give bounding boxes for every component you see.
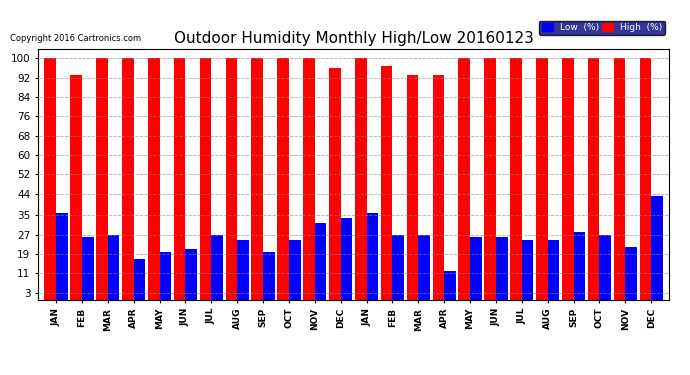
Bar	[496, 237, 508, 300]
Bar	[355, 58, 366, 300]
Bar	[393, 235, 404, 300]
Bar	[226, 58, 237, 300]
Bar	[82, 237, 94, 300]
Bar	[341, 218, 353, 300]
Bar	[444, 271, 456, 300]
Bar	[536, 58, 548, 300]
Bar	[96, 58, 108, 300]
Bar	[199, 58, 211, 300]
Bar	[174, 58, 186, 300]
Bar	[613, 58, 625, 300]
Bar	[263, 252, 275, 300]
Bar	[588, 58, 600, 300]
Bar	[562, 58, 573, 300]
Bar	[186, 249, 197, 300]
Legend: Low  (%), High  (%): Low (%), High (%)	[539, 21, 664, 35]
Title: Outdoor Humidity Monthly High/Low 20160123: Outdoor Humidity Monthly High/Low 201601…	[174, 31, 533, 46]
Bar	[122, 58, 134, 300]
Bar	[70, 75, 82, 300]
Bar	[381, 66, 393, 300]
Text: Copyright 2016 Cartronics.com: Copyright 2016 Cartronics.com	[10, 34, 141, 43]
Bar	[148, 58, 159, 300]
Bar	[315, 223, 326, 300]
Bar	[211, 235, 223, 300]
Bar	[433, 75, 444, 300]
Bar	[406, 75, 418, 300]
Bar	[303, 58, 315, 300]
Bar	[237, 240, 249, 300]
Bar	[573, 232, 585, 300]
Bar	[134, 259, 146, 300]
Bar	[470, 237, 482, 300]
Bar	[44, 58, 56, 300]
Bar	[329, 68, 341, 300]
Bar	[625, 247, 637, 300]
Bar	[600, 235, 611, 300]
Bar	[484, 58, 496, 300]
Bar	[289, 240, 301, 300]
Bar	[159, 252, 171, 300]
Bar	[277, 58, 289, 300]
Bar	[522, 240, 533, 300]
Bar	[548, 240, 560, 300]
Bar	[108, 235, 119, 300]
Bar	[640, 58, 651, 300]
Bar	[458, 58, 470, 300]
Bar	[418, 235, 430, 300]
Bar	[251, 58, 263, 300]
Bar	[56, 213, 68, 300]
Bar	[510, 58, 522, 300]
Bar	[651, 196, 663, 300]
Bar	[366, 213, 378, 300]
